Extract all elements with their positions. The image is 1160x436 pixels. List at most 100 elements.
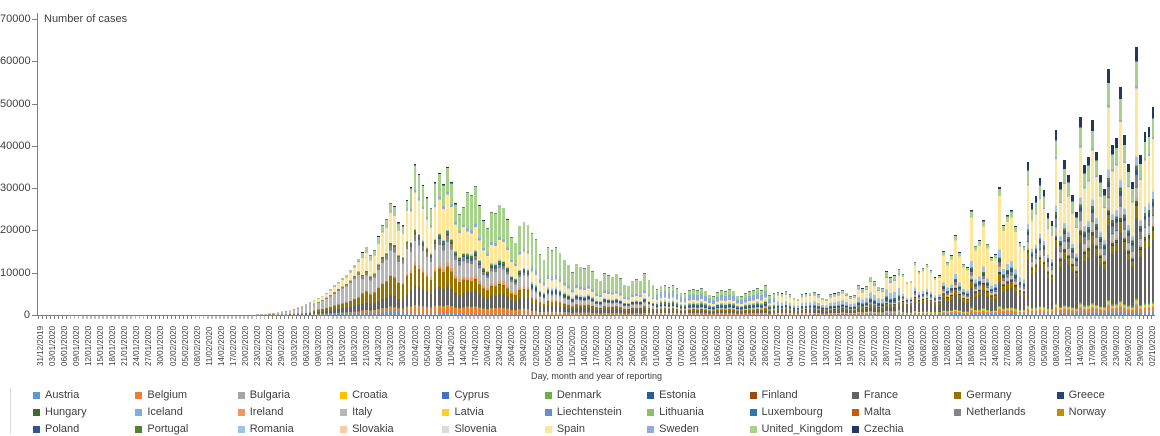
y-tick-label: 40000 [0, 139, 31, 152]
x-tick-label: 23/09/2020 [1112, 325, 1122, 366]
y-axis-title: Number of cases [44, 13, 128, 25]
stacked-bar [953, 235, 957, 315]
stacked-bar [570, 272, 574, 315]
stacked-bar [607, 275, 610, 315]
x-tick-label: 13/07/2020 [821, 325, 831, 366]
stacked-bar [1018, 241, 1022, 315]
legend-swatch-icon [544, 426, 552, 433]
legend-swatch-icon [135, 392, 143, 399]
stacked-bar [578, 266, 582, 315]
legend-label: Netherlands [966, 406, 1026, 418]
stacked-bar [316, 298, 320, 315]
y-axis-line [37, 13, 38, 315]
stacked-bar [482, 220, 485, 315]
stacked-bar [453, 203, 457, 315]
stacked-bar [812, 292, 816, 315]
legend-item-germany: Germany [954, 389, 1054, 402]
stacked-bar [885, 271, 889, 315]
stacked-bar [687, 290, 691, 315]
x-tick-label: 19/06/2020 [725, 325, 735, 366]
stacked-bar [1083, 165, 1086, 315]
stacked-bar [691, 289, 695, 315]
legend-swatch-icon [237, 426, 245, 433]
stacked-bar [599, 280, 602, 315]
stacked-bar [784, 291, 788, 315]
legend-item-united_kingdom: United_Kingdom [749, 423, 850, 436]
stacked-bar [457, 213, 461, 315]
x-tick-label: 12/08/2020 [942, 325, 952, 366]
stacked-bar [865, 285, 868, 315]
stacked-bar [498, 204, 501, 315]
stacked-bar [796, 298, 800, 315]
stacked-bar [772, 293, 776, 315]
stacked-bar [582, 268, 586, 315]
legend-swatch-icon [33, 426, 40, 433]
stacked-bar [490, 211, 493, 315]
stacked-bar [296, 307, 300, 315]
stacked-bar [925, 263, 929, 315]
stacked-bar [788, 294, 792, 315]
stacked-bar [619, 278, 622, 315]
legend-swatch-icon [135, 426, 143, 433]
x-tick-label: 26/05/2020 [628, 325, 638, 366]
stacked-bar [1074, 211, 1078, 315]
stacked-bar [603, 273, 606, 315]
x-tick-label: 16/06/2020 [712, 325, 722, 366]
stacked-bar [1058, 182, 1062, 315]
stacked-bar [1147, 126, 1151, 315]
stacked-bar [655, 289, 659, 315]
legend-label: Austria [45, 389, 80, 401]
stacked-bar [611, 276, 614, 315]
legend-item-italy: Italy [340, 406, 440, 419]
stacked-bar [486, 227, 489, 315]
stacked-bar [982, 220, 985, 315]
x-tick-label: 15/01/2020 [96, 325, 105, 366]
stacked-bar [324, 292, 328, 315]
y-tick-label: 50000 [0, 97, 31, 110]
stacked-bar [474, 185, 477, 315]
stacked-bar [373, 249, 376, 315]
y-tick-mark [32, 272, 37, 274]
plot-area [38, 19, 1155, 315]
stacked-bar [716, 292, 719, 315]
x-tick-label: 01/06/2020 [652, 325, 662, 366]
x-tick-label: 31/07/2020 [894, 325, 904, 366]
x-tick-label: 06/01/2020 [59, 325, 69, 366]
legend-swatch-icon [647, 409, 655, 416]
x-tick-label: 29/09/2020 [1136, 325, 1146, 366]
stacked-bar [389, 202, 393, 315]
stacked-bar [304, 304, 308, 315]
x-tick-label: 09/08/2020 [930, 325, 940, 366]
x-tick-label: 26/09/2020 [1124, 325, 1134, 366]
stacked-bar [300, 305, 304, 315]
stacked-bar [268, 313, 272, 315]
stacked-bar [1006, 215, 1010, 315]
stacked-bar [1010, 210, 1014, 315]
x-tick-label: 02/02/2020 [168, 325, 178, 366]
legend-item-liechtenstein: Liechtenstein [544, 406, 645, 419]
x-tick-label: 17/04/2020 [471, 325, 481, 366]
legend-item-bulgaria: Bulgaria [237, 389, 338, 402]
stacked-bar [1022, 245, 1026, 315]
stacked-bar [639, 280, 643, 315]
x-tick-label: 24/01/2020 [132, 325, 142, 366]
stacked-bar [591, 271, 594, 315]
stacked-bar [833, 293, 836, 315]
legend-swatch-icon [647, 392, 655, 399]
stacked-bar [308, 302, 312, 315]
stacked-bar [1135, 46, 1139, 315]
stacked-bar [345, 275, 348, 315]
x-tick-label: 26/04/2020 [507, 325, 517, 366]
stacked-bar [478, 205, 481, 315]
x-tick-label: 10/07/2020 [809, 325, 819, 366]
stacked-bar [720, 290, 723, 315]
x-tick-label: 05/02/2020 [180, 325, 190, 366]
stacked-bar [1099, 175, 1102, 315]
stacked-bar [845, 292, 848, 315]
stacked-bar [1070, 194, 1074, 315]
stacked-bar [1091, 120, 1094, 315]
x-tick-label: 01/07/2020 [773, 325, 783, 366]
x-tick-label: 20/02/2020 [241, 325, 251, 366]
stacked-bar [861, 288, 864, 315]
stacked-bar [1123, 135, 1127, 315]
